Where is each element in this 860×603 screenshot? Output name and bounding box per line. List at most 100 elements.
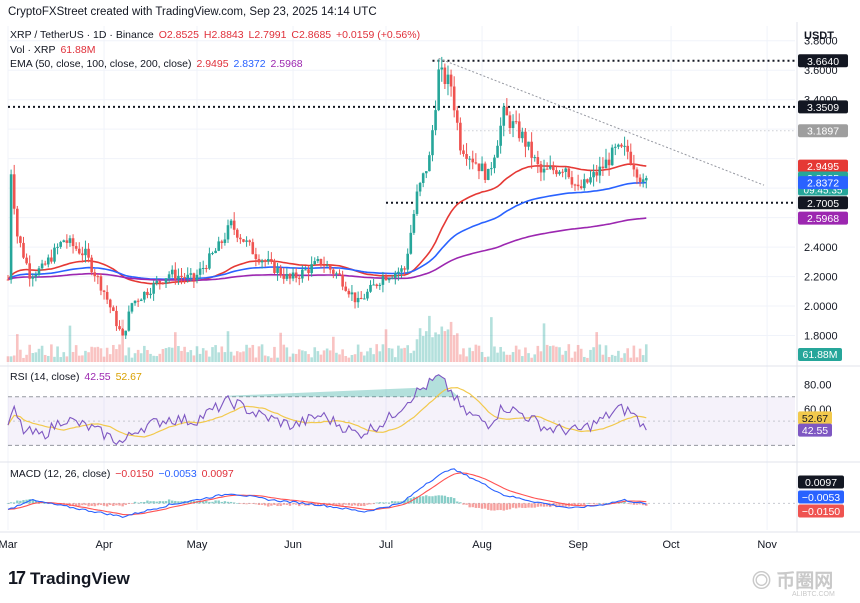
macd-histogram-bar [211,501,214,504]
volume-bar [183,346,186,362]
volume-bar [533,354,537,362]
volume-bar [462,348,465,362]
macd-histogram-bar [555,503,558,508]
candle-body [502,106,506,126]
candle-body [189,273,193,275]
ema200-value: 2.5968 [270,58,303,70]
candle-body [96,276,100,278]
candle-body [598,166,602,176]
candle-body [15,208,19,237]
candle-body [31,276,35,279]
macd-histogram-bar [99,503,103,505]
candle-body [25,257,28,264]
macd-histogram-bar [592,503,595,504]
candle-body [245,240,248,242]
volume-bar [115,349,118,362]
macd-histogram-bar [257,503,261,505]
volume-bar [344,356,348,362]
macd-histogram-bar [294,503,298,505]
macd-histogram-bar [573,503,577,506]
macd-histogram-bar [527,503,530,508]
volume-bar [517,349,521,362]
candle-body [536,157,540,165]
macd-histogram-bar [291,503,295,505]
macd-histogram-bar [9,502,13,504]
candle-body [242,239,245,242]
candle-body [607,159,611,166]
volume-bar [31,353,35,362]
volume-bars [6,315,648,362]
candle-body [620,144,623,147]
macd-histogram-bar [576,503,580,505]
macd-histogram-bar [626,503,629,504]
volume-bar [146,350,149,362]
macd-histogram-bar [174,500,177,504]
volume-bar [81,355,84,362]
volume-bar [521,356,524,362]
ema-legend: EMA (50, close, 100, close, 200, close) … [10,58,305,70]
candle-body [424,171,428,174]
candle-body [387,278,391,281]
volume-bar [474,344,478,362]
macd-histogram-bar [580,503,583,506]
candle-body [449,74,453,87]
candle-body [446,74,450,85]
candle-body [400,268,403,272]
watermark-logo: ◎ 币圈网 ALIBTC.COM [752,571,835,598]
macd-histogram-bar [155,501,158,504]
macd-histogram-bar [366,503,369,505]
macd-histogram-bar [74,503,78,507]
level-badge-label: 3.6640 [807,56,839,68]
macd-histogram-bar [158,501,162,504]
macd-histogram-bar [78,503,81,507]
volume-bar [170,347,174,362]
time-tick-label: Jun [284,539,302,551]
candle-body [595,172,599,176]
ema-label: EMA (50, close, 100, close, 200, close) [10,58,192,70]
rsi-badge [798,411,832,425]
candle-body [319,259,323,265]
candle-body [208,253,211,269]
volume-bar [341,349,344,362]
candle-body [418,182,422,192]
price-tick-label: 3.8000 [804,36,838,48]
volume-bar [263,355,267,362]
volume-bar [270,357,273,362]
candle-body [524,131,527,147]
volume-bar [239,352,242,362]
macd-histogram-bar [598,503,601,504]
macd-histogram-bar [298,503,301,507]
candle-body [465,154,468,159]
macd-histogram-bar [270,503,273,506]
candle-body [347,290,351,295]
macd-histogram-bar [347,503,351,506]
macd-histogram-bar [539,503,543,507]
candle-body [508,115,512,129]
candle-body [483,163,487,180]
candle-body [220,241,224,243]
macd-histogram-bar [375,502,378,504]
candle-body [366,291,369,299]
volume-bar [139,353,143,362]
candle-body [235,229,239,238]
macd-histogram-bar [12,502,16,504]
macd-badge-label: −0.0150 [802,506,840,518]
macd-histogram-bar [130,503,134,504]
macd-histogram-bar [496,503,499,511]
volume-bar [93,347,97,362]
volume-label: Vol · XRP [10,44,56,56]
macd-legend: MACD (12, 26, close) −0.0150 −0.0053 0.0… [10,468,236,480]
candle-body [152,283,155,294]
volume-bar [468,347,471,362]
volume-bar [143,345,146,362]
macd-histogram-bar [254,503,258,505]
volume-bar [319,354,323,362]
candle-body [505,106,509,116]
candle-body [641,179,645,182]
candle-body [121,329,124,336]
macd-histogram-bar [545,503,549,507]
macd-histogram-bar [338,503,341,506]
volume-bar [480,351,484,362]
candle-body [229,220,233,226]
